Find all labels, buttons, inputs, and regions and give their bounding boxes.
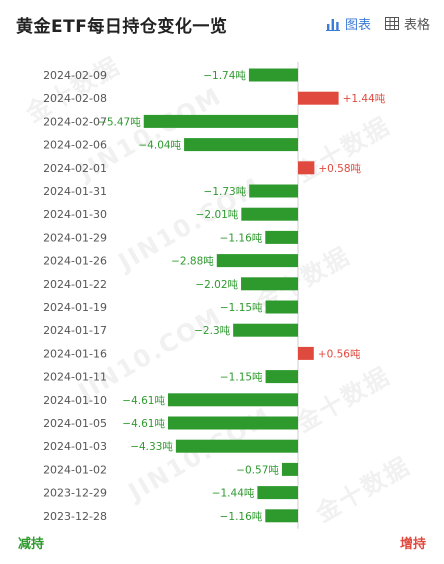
category-label: 2024-01-05 [43, 417, 107, 430]
tab-chart-label: 图表 [344, 18, 371, 33]
data-label: −4.33吨 [130, 440, 173, 453]
view-tabs: 图表 表格 [325, 14, 430, 33]
data-bar [265, 370, 298, 384]
data-label: −2.02吨 [195, 278, 238, 291]
category-label: 2024-01-29 [43, 231, 107, 244]
category-label: 2024-01-31 [43, 185, 107, 198]
data-bar [281, 462, 298, 476]
data-bar [184, 138, 298, 152]
category-label: 2024-02-01 [43, 162, 107, 175]
data-label: −1.16吨 [220, 231, 263, 244]
bar-chart-icon [325, 17, 340, 31]
category-label: 2024-01-10 [43, 394, 107, 407]
data-bar [175, 439, 298, 453]
data-bar [216, 254, 298, 268]
tab-chart[interactable]: 图表 [325, 14, 371, 33]
data-label: −5.47吨 [98, 115, 141, 128]
data-label: −1.16吨 [220, 510, 263, 523]
bar-chart: 2024-02-09 −1.74吨 2024-02-08 +1.44吨 2024-02-… [43, 62, 386, 529]
data-label: −1.74吨 [203, 69, 246, 82]
data-label: −4.61吨 [122, 417, 165, 430]
category-label: 2024-02-06 [43, 139, 107, 152]
category-label: 2024-01-16 [43, 347, 107, 360]
category-label: 2024-01-03 [43, 440, 107, 453]
data-label: +1.44吨 [343, 92, 386, 105]
data-bar [143, 114, 298, 128]
data-label: −1.44吨 [212, 487, 255, 500]
category-label: 2024-01-11 [43, 371, 107, 384]
data-bar [257, 486, 298, 500]
chart-header: 黄金ETF每日持仓变化一览 图表 [0, 0, 444, 48]
data-bar [167, 393, 298, 407]
data-bar [248, 68, 298, 82]
data-bar [298, 161, 315, 175]
category-label: 2024-01-30 [43, 208, 107, 221]
data-label: −4.61吨 [122, 394, 165, 407]
category-label: 2024-01-17 [43, 324, 107, 337]
decrease-label: 减持 [18, 537, 45, 552]
tab-table[interactable]: 表格 [384, 14, 430, 33]
category-label: 2024-01-02 [43, 463, 107, 476]
category-label: 2023-12-29 [43, 487, 107, 500]
data-label: −2.88吨 [171, 255, 214, 268]
data-label: +0.58吨 [318, 162, 361, 175]
data-bar [241, 207, 298, 221]
category-label: 2023-12-28 [43, 510, 107, 523]
data-label: −1.73吨 [204, 185, 247, 198]
data-label: −2.3吨 [194, 324, 230, 337]
tab-table-label: 表格 [403, 18, 430, 33]
data-bar [167, 416, 298, 430]
data-bar [233, 323, 298, 337]
data-label: −1.15吨 [220, 301, 263, 314]
data-bar [265, 509, 298, 523]
data-label: −4.04吨 [138, 139, 181, 152]
data-bar [265, 300, 298, 314]
page-title: 黄金ETF每日持仓变化一览 [16, 17, 228, 37]
data-label: −1.15吨 [220, 371, 263, 384]
data-label: +0.56吨 [318, 347, 361, 360]
data-bar [298, 346, 314, 360]
data-bar [265, 230, 298, 244]
data-bar [241, 277, 298, 291]
data-label: −0.57吨 [236, 463, 279, 476]
table-icon [384, 17, 399, 30]
data-bar [249, 184, 298, 198]
data-label: −2.01吨 [196, 208, 239, 221]
category-label: 2024-01-19 [43, 301, 107, 314]
data-bar [298, 91, 339, 105]
category-label: 2024-01-26 [43, 255, 107, 268]
category-label: 2024-02-09 [43, 69, 107, 82]
category-label: 2024-02-08 [43, 92, 107, 105]
increase-label: 增持 [399, 537, 426, 552]
category-label: 2024-01-22 [43, 278, 107, 291]
category-label: 2024-02-07 [43, 115, 107, 128]
